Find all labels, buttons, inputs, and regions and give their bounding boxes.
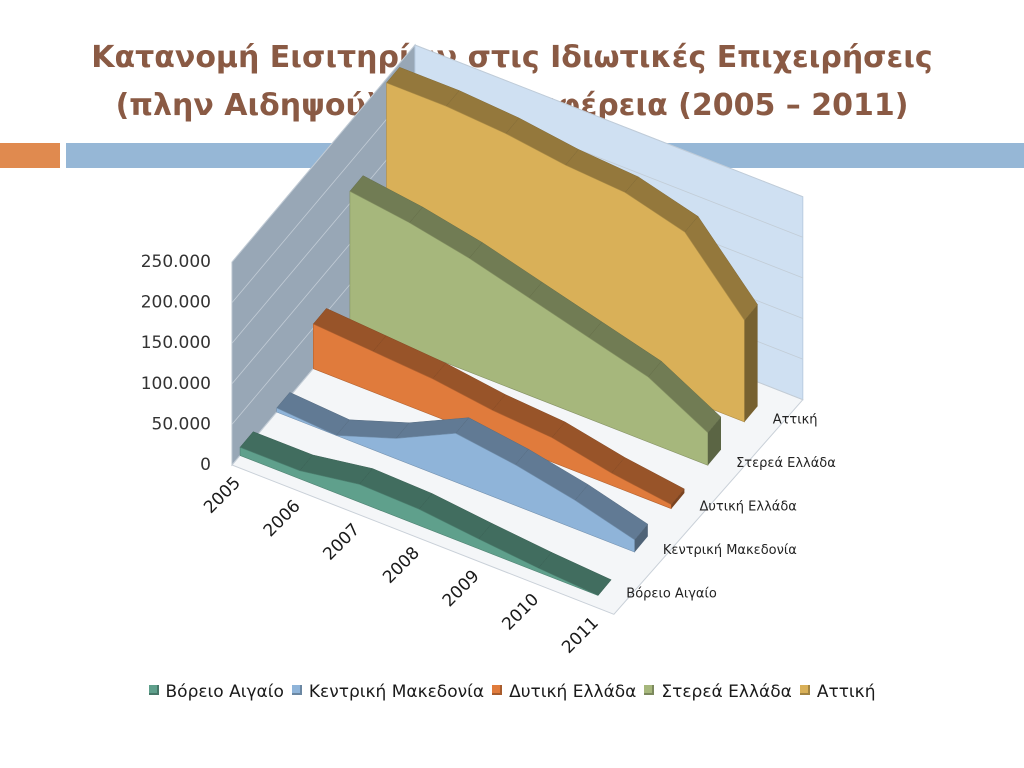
y-tick-label: 200.000: [141, 293, 211, 313]
gridline: [231, 44, 803, 263]
y-tick-label: 150.000: [141, 333, 211, 353]
chart-legend: Βόρειο Αιγαίο Κεντρική Μακεδονία Δυτική Ελ…: [0, 682, 1024, 702]
area-end-cap: [744, 304, 758, 422]
y-tick-label: 0: [200, 455, 211, 475]
depth-axis-label: Βόρειο Αιγαίο: [626, 586, 717, 601]
depth-axis-label: Αττική: [773, 413, 818, 428]
legend-swatch: [799, 685, 810, 695]
x-tick-label: 2011: [558, 613, 603, 658]
y-tick-label: 50.000: [152, 414, 211, 434]
legend-label: Αττική: [816, 682, 876, 702]
series-3-area: Δυτική Ελλάδα: [312, 308, 797, 515]
legend-item: Δυτική Ελλάδα: [492, 682, 636, 702]
depth-axis-label: Δυτική Ελλάδα: [700, 500, 797, 515]
legend-item: Κεντρική Μακεδονία: [291, 682, 485, 702]
x-tick-label: 2009: [439, 566, 484, 611]
x-tick-label: 2007: [319, 520, 364, 565]
y-tick-label: 100.000: [141, 374, 211, 394]
area-end-cap: [671, 489, 685, 509]
title-line-1: Κατανομή Εισιτηρίων στις Ιδιωτικές Επιχε…: [91, 40, 933, 75]
area-end-cap: [634, 524, 648, 553]
area-end-cap: [707, 417, 721, 466]
series-4-area: Στερεά Ελλάδα: [349, 175, 836, 471]
depth-axis-label: Κεντρική Μακεδονία: [663, 543, 797, 558]
legend-swatch: [644, 685, 655, 695]
series-1-area: Βόρειο Αιγαίο: [239, 431, 717, 601]
legend-label: Δυτική Ελλάδα: [509, 682, 637, 702]
x-tick-label: 2008: [379, 543, 424, 588]
legend-item: Αττική: [799, 682, 876, 702]
series-2-area: Κεντρική Μακεδονία: [276, 392, 797, 558]
y-tick-label: 250.000: [141, 252, 211, 272]
legend-swatch: [492, 685, 503, 695]
legend-label: Κεντρική Μακεδονία: [308, 682, 485, 702]
legend-swatch: [291, 685, 302, 695]
legend-item: Στερεά Ελλάδα: [644, 682, 792, 702]
x-tick-label: 2005: [200, 473, 245, 518]
legend-label: Βόρειο Αιγαίο: [165, 682, 284, 702]
legend-item: Βόρειο Αιγαίο: [148, 682, 284, 702]
x-tick-label: 2006: [260, 496, 305, 541]
legend-swatch: [148, 685, 159, 695]
legend-label: Στερεά Ελλάδα: [661, 682, 792, 702]
depth-axis-label: Στερεά Ελλάδα: [736, 456, 836, 471]
x-tick-label: 2010: [498, 590, 543, 635]
series-5-area: Αττική: [386, 67, 818, 428]
title-accent-bar: [0, 143, 60, 168]
area-front-face: [239, 446, 599, 596]
